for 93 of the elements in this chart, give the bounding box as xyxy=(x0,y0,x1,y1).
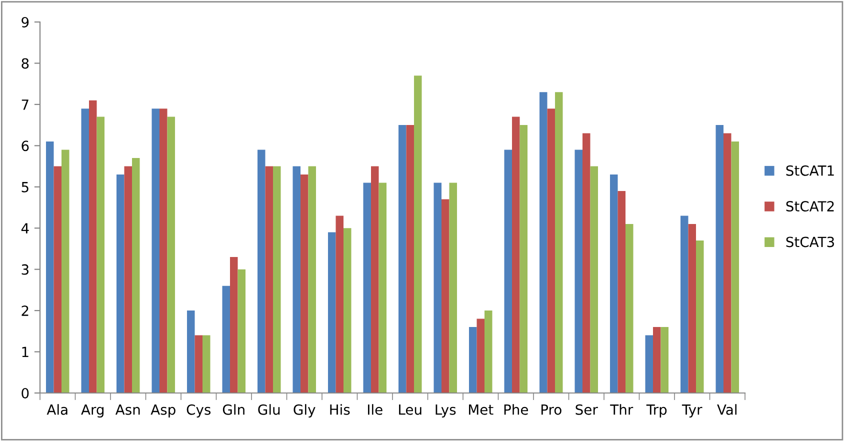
bar xyxy=(116,174,124,393)
x-tick-label: Cys xyxy=(186,404,211,418)
bar xyxy=(660,327,669,393)
x-tick-label: Pro xyxy=(541,404,562,415)
bar xyxy=(504,150,512,393)
bar xyxy=(398,125,406,393)
bar xyxy=(159,108,168,393)
bar xyxy=(731,142,740,393)
bar xyxy=(582,133,590,393)
y-tick-label: 1 xyxy=(22,346,28,358)
bar xyxy=(449,182,458,393)
bar xyxy=(308,166,316,393)
bar xyxy=(257,150,266,393)
bar xyxy=(152,108,160,393)
x-tick-label: Gln xyxy=(222,404,244,415)
x-tick-label: Tyr xyxy=(682,404,702,418)
bar xyxy=(124,166,132,393)
bar xyxy=(626,224,634,393)
bar xyxy=(167,116,176,393)
bar xyxy=(484,310,492,393)
bar xyxy=(555,92,563,393)
bar xyxy=(292,166,300,393)
x-tick-label: Arg xyxy=(81,404,104,418)
x-tick-label: Leu xyxy=(399,404,422,415)
bar xyxy=(590,166,598,393)
bar xyxy=(344,228,352,393)
bar xyxy=(414,76,422,393)
bar xyxy=(547,108,555,393)
bar xyxy=(88,100,97,393)
bar xyxy=(680,216,688,393)
bar xyxy=(434,182,442,393)
bar xyxy=(265,166,273,393)
bar xyxy=(96,116,105,393)
bar xyxy=(539,92,548,393)
bar xyxy=(696,240,704,393)
bar xyxy=(645,335,653,393)
y-tick-label: 3 xyxy=(22,264,28,275)
bar xyxy=(441,199,450,393)
bar xyxy=(370,166,379,393)
bar xyxy=(652,327,661,393)
bar xyxy=(610,174,618,393)
y-tick-label: 7 xyxy=(22,100,28,110)
bar xyxy=(62,150,70,393)
legend-label: StCAT3 xyxy=(786,236,834,248)
bar xyxy=(81,108,89,393)
x-tick-label: Ala xyxy=(46,404,68,415)
bar xyxy=(202,335,210,393)
bar xyxy=(618,191,626,393)
x-tick-label: Met xyxy=(469,404,494,415)
x-tick-label: Gly xyxy=(294,404,316,418)
bar xyxy=(468,327,477,393)
y-tick-label: 9 xyxy=(22,16,29,28)
x-tick-label: Ile xyxy=(368,404,382,415)
bar xyxy=(54,166,62,393)
bar xyxy=(688,224,696,393)
bar xyxy=(300,174,308,393)
bar xyxy=(520,125,528,393)
bar xyxy=(194,335,202,393)
x-tick-label: His xyxy=(330,404,350,415)
bar xyxy=(328,232,336,393)
x-tick-label: Phe xyxy=(504,404,528,415)
bar xyxy=(512,116,520,393)
bar xyxy=(222,286,230,393)
bar xyxy=(238,269,246,393)
y-tick-label: 2 xyxy=(22,306,28,316)
bar xyxy=(230,256,238,393)
x-tick-label: Asn xyxy=(115,404,140,415)
bar xyxy=(378,182,387,393)
x-tick-label: Thr xyxy=(610,404,634,415)
bar xyxy=(132,158,140,393)
y-tick-label: 5 xyxy=(22,182,28,192)
bar xyxy=(723,133,732,393)
bar xyxy=(716,125,724,393)
x-tick-label: Val xyxy=(717,404,736,415)
bar xyxy=(406,125,414,393)
bar xyxy=(574,150,582,393)
y-tick-label: 8 xyxy=(22,58,29,69)
x-tick-label: Trp xyxy=(646,404,667,418)
bar xyxy=(363,182,371,393)
x-tick-label: Asp xyxy=(150,404,176,418)
bar xyxy=(273,166,281,393)
y-tick-label: 0 xyxy=(22,388,29,398)
x-tick-label: Lys xyxy=(436,404,456,418)
bar xyxy=(476,318,484,393)
bar xyxy=(336,216,344,393)
legend-label: StCAT1 xyxy=(786,165,834,176)
legend-label: StCAT2 xyxy=(786,201,834,212)
x-tick-label: Ser xyxy=(576,404,598,415)
bar xyxy=(186,310,195,393)
bar xyxy=(46,142,54,393)
y-tick-label: 6 xyxy=(22,140,29,152)
y-tick-label: 4 xyxy=(21,223,29,234)
x-tick-label: Glu xyxy=(258,404,280,415)
